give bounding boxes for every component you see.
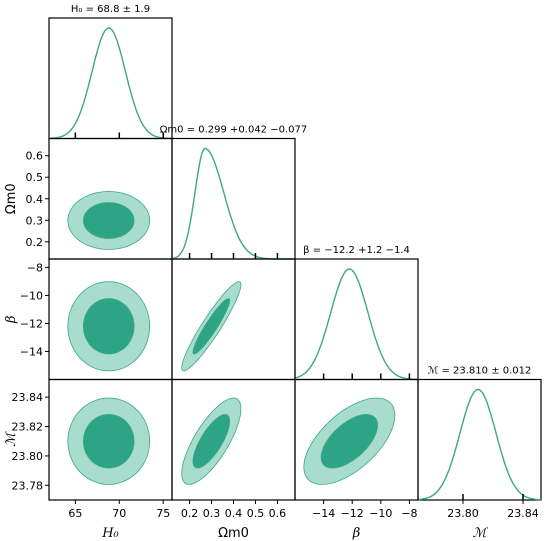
marginal-Om-title: Ωm0 = 0.299 +0.042 −0.077 <box>160 125 307 136</box>
y-tick-label-M-1: 23.82 <box>12 421 44 434</box>
x-tick-label-Om-4: 0.6 <box>269 507 287 520</box>
marginal-M-title: ℳ = 23.810 ± 0.012 <box>428 366 532 377</box>
contour-M-vs-beta <box>303 397 396 485</box>
y-tick-label-beta-0: −8 <box>27 261 43 274</box>
panel-H0-frame <box>48 17 173 140</box>
x-axis-label-beta: β <box>352 526 361 541</box>
y-tick-label-M-3: 23.78 <box>12 479 44 492</box>
x-tick-label-beta-2: −10 <box>369 507 392 520</box>
contour-beta-vs-Om <box>181 281 242 372</box>
x-tick-label-Om-0: 0.2 <box>181 507 199 520</box>
contour-1sigma <box>82 413 135 469</box>
panel-Om-frame <box>171 137 296 260</box>
x-tick-label-H0-2: 75 <box>156 507 170 520</box>
marginal-beta-title: β = −12.2 +1.2 −1.4 <box>303 245 410 256</box>
x-axis-label-Om: Ωm0 <box>218 526 249 541</box>
y-tick-label-Om-3: 0.5 <box>26 171 44 184</box>
y-tick-label-beta-2: −12 <box>20 317 43 330</box>
contour-1sigma <box>192 298 231 355</box>
panel-M-frame <box>417 378 542 501</box>
x-axis-label-M: ℳ <box>473 526 489 541</box>
y-tick-label-beta-1: −10 <box>20 289 43 302</box>
contour-Om-vs-H0 <box>67 191 151 250</box>
y-axis-label-beta: β <box>4 315 19 324</box>
y-axis-label-M: ℳ <box>4 431 19 447</box>
marginal-beta-curve <box>294 268 418 381</box>
contour-beta-vs-H0 <box>67 281 151 372</box>
contour-1sigma <box>192 413 231 469</box>
contour-M-vs-Om <box>181 397 242 485</box>
x-tick-label-beta-0: −14 <box>312 507 335 520</box>
x-tick-label-Om-1: 0.3 <box>203 507 221 520</box>
y-tick-label-Om-1: 0.3 <box>26 214 44 227</box>
marginal-H0-title: H₀ = 68.8 ± 1.9 <box>71 4 150 15</box>
x-tick-label-Om-3: 0.5 <box>247 507 265 520</box>
x-tick-label-M-0: 23.80 <box>447 507 479 520</box>
y-tick-label-M-2: 23.80 <box>12 450 44 463</box>
x-axis-label-H0: H₀ <box>101 526 119 541</box>
x-tick-label-Om-2: 0.4 <box>225 507 243 520</box>
contour-1sigma <box>82 202 135 239</box>
y-tick-label-Om-0: 0.2 <box>26 236 44 249</box>
contour-M-vs-H0 <box>67 397 151 485</box>
marginal-H0-curve <box>49 27 172 140</box>
y-tick-label-beta-3: −14 <box>20 345 43 358</box>
marginal-M-curve <box>417 388 542 501</box>
x-tick-label-H0-0: 65 <box>68 507 82 520</box>
marginal-Om-curve <box>171 147 295 260</box>
contour-1sigma <box>82 298 135 355</box>
x-tick-label-beta-3: −8 <box>401 507 417 520</box>
y-tick-label-Om-4: 0.6 <box>26 150 44 163</box>
x-tick-label-beta-1: −12 <box>341 507 364 520</box>
x-tick-label-H0-1: 70 <box>112 507 126 520</box>
y-tick-label-M-0: 23.84 <box>12 391 44 404</box>
x-tick-label-M-1: 23.84 <box>507 507 539 520</box>
contour-1sigma <box>320 413 379 469</box>
y-tick-label-Om-2: 0.4 <box>26 193 44 206</box>
panel-M-beta-frame <box>294 378 419 501</box>
y-axis-label-Om: Ωm0 <box>4 183 19 214</box>
